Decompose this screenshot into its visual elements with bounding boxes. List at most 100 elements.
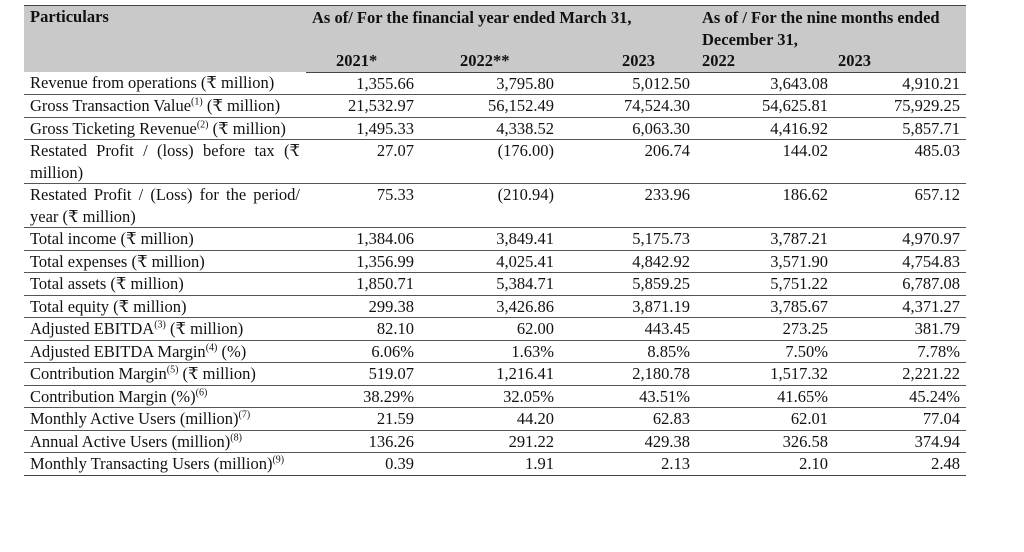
- row-label-text: Total income (₹ million): [30, 229, 194, 248]
- row-label-suffix: (₹ million): [208, 118, 286, 138]
- value-cell: 1.91: [525, 454, 554, 473]
- table-row: Revenue from operations (₹ million) 1,355…: [24, 72, 966, 95]
- value-cell: 4,416.92: [770, 118, 828, 138]
- row-label: Annual Active Users (million)(8): [24, 430, 306, 453]
- value-cell: 5,859.25: [632, 274, 690, 293]
- table-row: Restated Profit / (loss) before tax (₹ m…: [24, 140, 966, 184]
- value-cell: 1,850.71: [356, 274, 414, 293]
- row-label-text: Restated Profit / (Loss) for the period/…: [30, 185, 300, 226]
- value-cell: 3,787.21: [770, 229, 828, 248]
- footnote-marker: (1): [191, 96, 203, 108]
- value-cell: 0.39: [385, 454, 414, 473]
- value-cell: 44.20: [516, 409, 554, 428]
- row-label-text: Revenue from operations (₹ million): [30, 73, 275, 92]
- value-cell: 3,785.67: [770, 296, 828, 316]
- table-row: Total income (₹ million) 1,384.06 3,849.41…: [24, 228, 966, 251]
- financial-year-group-header: As of/ For the financial year ended Marc…: [306, 5, 696, 50]
- value-cell: 144.02: [782, 141, 828, 160]
- row-label-text: Adjusted EBITDA Margin: [30, 341, 206, 361]
- value-cell: 5,751.22: [770, 274, 828, 293]
- value-cell: 485.03: [914, 141, 960, 160]
- value-cell: 4,842.92: [632, 251, 690, 271]
- row-label-text: Monthly Active Users (million): [30, 409, 239, 428]
- footnote-marker: (2): [196, 119, 209, 130]
- value-cell: 2.13: [661, 454, 690, 473]
- value-cell: 7.78%: [917, 341, 960, 361]
- row-label: Adjusted EBITDA Margin(4) (%): [24, 340, 306, 363]
- value-cell: 77.04: [922, 409, 960, 428]
- nine-months-group-header: As of / For the nine months ended Decemb…: [696, 5, 966, 50]
- row-label-text: Contribution Margin (%): [30, 386, 196, 406]
- value-cell: 1,216.41: [496, 364, 554, 383]
- financial-highlights-table: Particulars As of/ For the financial yea…: [24, 5, 966, 476]
- year-header: 2023: [560, 50, 696, 73]
- row-label: Monthly Transacting Users (million)(9): [24, 453, 306, 476]
- row-label-text: Total equity (₹ million): [30, 296, 187, 316]
- value-cell: 3,643.08: [770, 73, 828, 93]
- table-row: Monthly Active Users (million)(7) 21.59 44…: [24, 408, 966, 430]
- row-label: Contribution Margin(5) (₹ million): [24, 363, 306, 386]
- value-cell: 429.38: [644, 431, 690, 451]
- row-label: Total income (₹ million): [24, 228, 306, 251]
- value-cell: 62.00: [516, 319, 554, 338]
- row-label: Total expenses (₹ million): [24, 250, 306, 273]
- value-cell: 2.10: [799, 454, 828, 473]
- footnote-marker: (4): [205, 342, 218, 353]
- row-label-suffix: (₹ million): [178, 364, 256, 383]
- table-header: Particulars As of/ For the financial yea…: [24, 5, 966, 73]
- year-header: 2022: [696, 50, 834, 73]
- value-cell: 1,495.33: [356, 118, 414, 138]
- value-cell: 4,910.21: [902, 73, 960, 93]
- footnote-marker: (5): [166, 364, 179, 376]
- value-cell: 3,571.90: [770, 251, 828, 271]
- table-row: Contribution Margin (%)(6) 38.29% 32.05% 43…: [24, 385, 966, 408]
- table-row: Restated Profit / (Loss) for the period/…: [24, 184, 966, 228]
- row-label-text: Contribution Margin: [30, 364, 167, 383]
- row-label: Total assets (₹ million): [24, 273, 306, 296]
- value-cell: 4,025.41: [496, 251, 554, 271]
- value-cell: 27.07: [376, 141, 414, 160]
- value-cell: 75.33: [376, 185, 414, 204]
- row-label: Restated Profit / (loss) before tax (₹ m…: [24, 140, 306, 184]
- year-header: 2022**: [420, 50, 560, 73]
- value-cell: 206.74: [644, 141, 690, 160]
- value-cell: 75,929.25: [894, 96, 960, 115]
- value-cell: 5,012.50: [632, 73, 690, 93]
- particulars-header: Particulars: [24, 5, 306, 72]
- value-cell: 21.59: [376, 409, 414, 428]
- value-cell: 6,063.30: [632, 118, 690, 138]
- value-cell: 74,524.30: [624, 96, 690, 115]
- table-row: Annual Active Users (million)(8) 136.26 29…: [24, 430, 966, 453]
- table-row: Monthly Transacting Users (million)(9) 0.…: [24, 453, 966, 476]
- value-cell: 1,384.06: [356, 229, 414, 248]
- row-label-text: Restated Profit / (loss) before tax (₹ m…: [30, 141, 300, 182]
- row-label-text: Gross Ticketing Revenue: [30, 118, 197, 138]
- footnote-marker: (7): [238, 409, 251, 421]
- value-cell: 21,532.97: [348, 96, 414, 115]
- value-cell: 32.05%: [503, 386, 554, 406]
- value-cell: 8.85%: [647, 341, 690, 361]
- value-cell: 7.50%: [785, 341, 828, 361]
- value-cell: 5,857.71: [902, 118, 960, 138]
- value-cell: 54,625.81: [762, 96, 828, 115]
- financial-table-container: Particulars As of/ For the financial yea…: [24, 5, 966, 476]
- row-label-text: Monthly Transacting Users (million): [30, 454, 273, 473]
- table-row: Gross Ticketing Revenue(2) (₹ million) 1,…: [24, 117, 966, 140]
- row-label-text: Annual Active Users (million): [30, 431, 231, 451]
- row-label-text: Total expenses (₹ million): [30, 251, 205, 271]
- year-header: 2023: [834, 50, 966, 73]
- table-row: Total equity (₹ million) 299.38 3,426.86 3,…: [24, 295, 966, 318]
- footnote-marker: (3): [154, 319, 166, 331]
- value-cell: 62.83: [652, 409, 690, 428]
- value-cell: 5,175.73: [632, 229, 690, 248]
- row-label-suffix: (%): [217, 341, 247, 361]
- row-label-text: Adjusted EBITDA: [30, 319, 155, 338]
- footnote-marker: (6): [195, 387, 208, 398]
- value-cell: 299.38: [368, 296, 414, 316]
- value-cell: 43.51%: [639, 386, 690, 406]
- value-cell: 41.65%: [777, 386, 828, 406]
- row-label: Adjusted EBITDA(3) (₹ million): [24, 318, 306, 341]
- value-cell: 82.10: [376, 319, 414, 338]
- value-cell: 4,970.97: [902, 229, 960, 248]
- value-cell: 6,787.08: [902, 274, 960, 293]
